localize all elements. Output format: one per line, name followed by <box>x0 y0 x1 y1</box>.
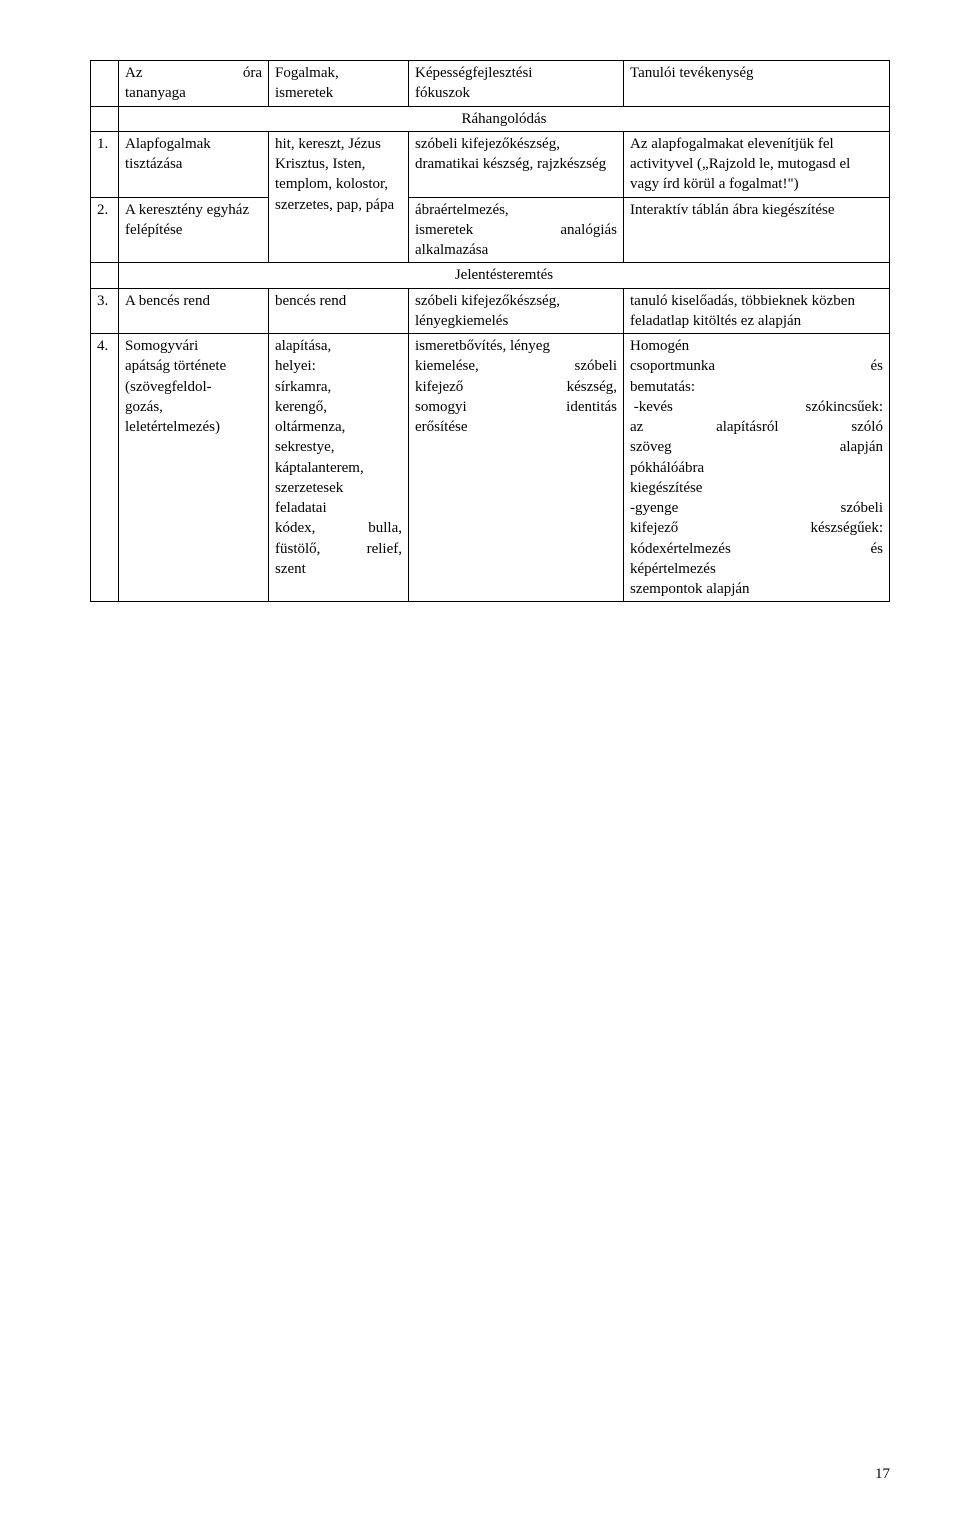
r4-c4b-l: csoportmunka <box>630 356 715 376</box>
r4-c3b-l: kiemelése, <box>415 356 479 376</box>
row-number: 3. <box>91 288 119 334</box>
row-activity: Interaktív táblán ábra kiegészítése <box>624 197 890 263</box>
section-title-1: Ráhangolódás <box>119 106 890 131</box>
header-activity: Tanulói tevékenység <box>624 61 890 107</box>
r4-c4l: képértelmezés <box>630 559 883 579</box>
r4-c2k-r: bulla, <box>368 518 402 538</box>
table-row: 2. A keresztény egyház felépítése ábraér… <box>91 197 890 263</box>
r4-c4e-l: az <box>630 417 643 437</box>
header-concepts-a: Fogalmak, <box>275 63 402 83</box>
r4-c4j-r: készségűek: <box>811 518 883 538</box>
row-number: 1. <box>91 131 119 197</box>
r4-c4f-r: alapján <box>840 437 883 457</box>
r4-c1c: (szövegfeldol- <box>125 377 262 397</box>
table-header-row: Az óra tananyaga Fogalmak, ismeretek Kép… <box>91 61 890 107</box>
header-topic-a: Az <box>125 63 143 83</box>
row-focus-b-r: analógiás <box>560 220 617 240</box>
header-topic: Az óra tananyaga <box>119 61 269 107</box>
r4-c4j-l: kifejező <box>630 518 678 538</box>
r4-c2g: káptalanterem, <box>275 458 402 478</box>
r4-c4f-l: szöveg <box>630 437 672 457</box>
r4-c1a: Somogyvári <box>125 336 262 356</box>
r4-c4e-r: szóló <box>851 417 883 437</box>
section-row-2: Jelentésteremtés <box>91 263 890 288</box>
r4-c3a: ismeretbővítés, lényeg <box>415 336 617 356</box>
r4-c2e: oltármenza, <box>275 417 402 437</box>
r4-c4b-r: és <box>871 356 884 376</box>
r4-c4d-r: szókincsűek: <box>806 397 883 417</box>
r4-c1d: gozás, <box>125 397 262 417</box>
table-row: 4. Somogyvári apátság története (szövegf… <box>91 334 890 602</box>
row-focus: szóbeli kifejezőkészség, lényegkiemelés <box>409 288 624 334</box>
r4-c3c-r: készség, <box>567 377 617 397</box>
row-concepts: alapítása, helyei: sírkamra, kerengő, ol… <box>269 334 409 602</box>
section-title-2: Jelentésteremtés <box>119 263 890 288</box>
header-concepts-b: ismeretek <box>275 83 402 103</box>
r4-c4c: bemutatás: <box>630 377 883 397</box>
r4-c4a: Homogén <box>630 336 883 356</box>
r4-c2i: szerzetesek <box>275 478 402 498</box>
row-focus-b-l: ismeretek <box>415 220 473 240</box>
r4-c2b: helyei: <box>275 356 402 376</box>
r4-c2l-r: relief, <box>367 539 402 559</box>
r4-c4d-l: -kevés <box>630 397 673 417</box>
row-topic: A keresztény egyház felépítése <box>119 197 269 263</box>
row-activity: tanuló kiselőadás, többieknek közben fel… <box>624 288 890 334</box>
row-number: 2. <box>91 197 119 263</box>
r4-c3c-l: kifejező <box>415 377 463 397</box>
row-concepts: bencés rend <box>269 288 409 334</box>
r4-c2c: sírkamra, <box>275 377 402 397</box>
row-focus: ábraértelmezés, ismeretek analógiás alka… <box>409 197 624 263</box>
row-number: 4. <box>91 334 119 602</box>
r4-c2l-l: füstölő, <box>275 539 320 559</box>
header-focus-b: fókuszok <box>415 83 617 103</box>
r4-c3b-r: szóbeli <box>575 356 618 376</box>
r4-c2k-l: kódex, <box>275 518 315 538</box>
r4-c2m: szent <box>275 559 402 579</box>
row-focus: szóbeli kifejezőkészség, dramatikai kész… <box>409 131 624 197</box>
row-focus-c: alkalmazása <box>415 240 617 260</box>
r4-c4i-r: szóbeli <box>841 498 884 518</box>
r4-c2f: sekrestye, <box>275 437 402 457</box>
section-num <box>91 106 119 131</box>
r4-c4e-m: alapításról <box>716 417 778 437</box>
header-topic-b: óra <box>243 63 262 83</box>
section-num <box>91 263 119 288</box>
page-number: 17 <box>875 1466 890 1483</box>
r4-c4g: pókhálóábra <box>630 458 883 478</box>
r4-c4h: kiegészítése <box>630 478 883 498</box>
r4-c3d-r: identitás <box>566 397 617 417</box>
table-row: 3. A bencés rend bencés rend szóbeli kif… <box>91 288 890 334</box>
section-row-1: Ráhangolódás <box>91 106 890 131</box>
r4-c4k-r: és <box>871 539 884 559</box>
r4-c3e: erősítése <box>415 417 617 437</box>
r4-c2a: alapítása, <box>275 336 402 356</box>
header-focus: Képességfejlesztési fókuszok <box>409 61 624 107</box>
content-table: Az óra tananyaga Fogalmak, ismeretek Kép… <box>90 60 890 602</box>
header-topic-c: tananyaga <box>125 83 262 103</box>
r4-c4m: szempontok alapján <box>630 579 883 599</box>
header-focus-a: Képességfejlesztési <box>415 63 617 83</box>
r4-c2d: kerengő, <box>275 397 402 417</box>
header-num <box>91 61 119 107</box>
row-activity: Az alapfogalmakat elevenítjük fel activi… <box>624 131 890 197</box>
r4-c1e: leletértelmezés) <box>125 417 262 437</box>
row-focus-a: ábraértelmezés, <box>415 200 617 220</box>
row-focus: ismeretbővítés, lényeg kiemelése, szóbel… <box>409 334 624 602</box>
r4-c1b: apátság története <box>125 356 262 376</box>
r4-c2j: feladatai <box>275 498 402 518</box>
row-topic: Alapfogalmak tisztázása <box>119 131 269 197</box>
row-activity: Homogén csoportmunka és bemutatás: -kevé… <box>624 334 890 602</box>
r4-c4i-l: -gyenge <box>630 498 678 518</box>
row-concepts: hit, kereszt, Jézus Krisztus, Isten, tem… <box>269 131 409 263</box>
table-row: 1. Alapfogalmak tisztázása hit, kereszt,… <box>91 131 890 197</box>
r4-c3d-l: somogyi <box>415 397 467 417</box>
r4-c4k-l: kódexértelmezés <box>630 539 731 559</box>
row-topic: A bencés rend <box>119 288 269 334</box>
header-concepts: Fogalmak, ismeretek <box>269 61 409 107</box>
row-topic: Somogyvári apátság története (szövegfeld… <box>119 334 269 602</box>
